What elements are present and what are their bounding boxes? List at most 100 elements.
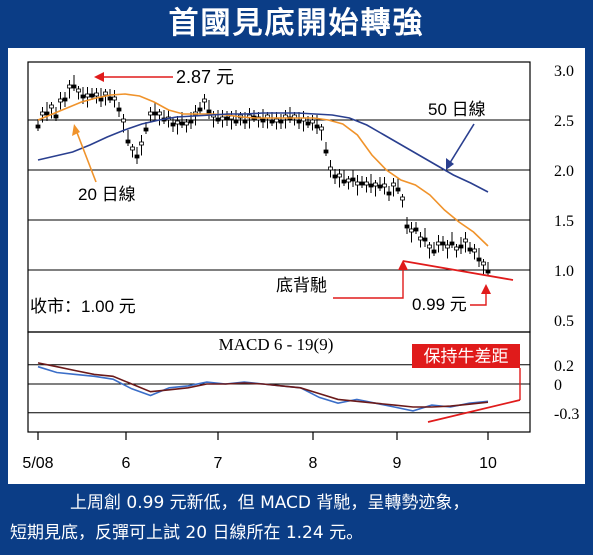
price-candle-body	[44, 111, 50, 116]
ma50-pointer	[447, 123, 475, 167]
price-candle-body	[224, 116, 230, 121]
price-candle-body	[364, 181, 369, 186]
price-candle-body	[395, 187, 401, 192]
ma20-label: 20 日線	[78, 185, 136, 204]
x-tick-label: 10	[479, 455, 497, 472]
price-panel: 3.0 2.5 2.0 1.5 1.0 0.5	[27, 61, 574, 333]
x-tick-label: 9	[393, 455, 402, 472]
price-y-tick-label: 3.0	[554, 63, 574, 80]
caption: 上周創 0.99 元新低，但 MACD 背馳，呈轉勢迹象， 短期見底，反彈可上試…	[10, 488, 585, 548]
low-price-label: 0.99 元	[412, 295, 467, 314]
price-candle-body	[94, 92, 99, 97]
price-candle-body	[422, 237, 428, 242]
divergence-label: 底背馳	[276, 276, 327, 295]
x-tick-label: 6	[122, 455, 131, 472]
price-candle-body	[346, 178, 351, 183]
price-candle-body	[355, 181, 360, 186]
high-price-label: 2.87 元	[176, 67, 234, 87]
price-candle-body	[139, 141, 144, 146]
macd-divergence-line	[427, 399, 521, 423]
price-candle-body	[278, 119, 284, 124]
price-candle-body	[274, 118, 279, 123]
price-candle-body	[233, 119, 239, 124]
macd-panel-border	[27, 331, 531, 433]
price-candle-body	[341, 179, 347, 184]
caption-line-2: 短期見底，反彈可上試 20 日線所在 1.24 元。	[10, 523, 364, 543]
price-candle-body	[71, 84, 77, 89]
price-candle-body	[319, 126, 324, 131]
price-candle-body	[53, 114, 59, 119]
price-candle-body	[377, 184, 383, 189]
price-candle-body	[85, 93, 90, 98]
price-candle-body	[202, 98, 207, 103]
price-candle-body	[62, 97, 68, 102]
price-candle-body	[49, 104, 54, 109]
price-candle-body	[58, 98, 63, 103]
ma20-line	[37, 93, 489, 247]
price-candle-body	[152, 111, 158, 116]
price-candle-body	[125, 139, 131, 144]
price-candle-body	[386, 191, 392, 196]
price-candle-body	[445, 244, 450, 249]
price-candle-body	[107, 96, 113, 101]
macd-y-tick-label: -0.3	[554, 406, 579, 423]
macd-divergence-badge	[412, 344, 520, 368]
price-candle-body	[76, 88, 81, 93]
ma50-line	[37, 112, 489, 193]
price-candle-body	[215, 117, 221, 122]
divergence-arrow-2-head	[481, 284, 491, 294]
price-candle-body	[260, 118, 266, 123]
price-candle-body	[103, 91, 108, 96]
ma20-pointer	[75, 129, 97, 183]
price-candle-body	[454, 246, 459, 251]
price-candle-body	[206, 109, 212, 114]
price-candle-body	[409, 228, 414, 233]
price-candle-body	[184, 121, 189, 126]
macd-y-tick-label: 0	[554, 377, 562, 394]
price-candle-body	[359, 181, 365, 186]
price-candle-body	[337, 173, 342, 178]
price-candle-body	[404, 224, 410, 229]
price-candle-body	[458, 244, 464, 249]
price-candle-body	[40, 111, 45, 116]
price-candle-body	[440, 241, 446, 246]
high-arrow-head	[94, 72, 104, 82]
page-title: 首國見底開始轉強	[168, 6, 425, 41]
price-candle-body	[148, 111, 153, 116]
price-candle-body	[350, 177, 356, 182]
price-candle-body	[436, 241, 441, 246]
price-candle-body	[485, 269, 491, 274]
ma20-pointer-head	[72, 124, 80, 136]
chart-area: 3.0 2.5 2.0 1.5 1.0 0.5 0.2 0 -0.3 MACD 6 - 19(9…	[8, 48, 585, 484]
divergence-arrow-1-head	[398, 260, 408, 270]
price-candle-body	[332, 174, 338, 179]
price-candle-body	[463, 238, 468, 243]
price-candle-body	[112, 96, 117, 101]
price-candle-body	[472, 248, 477, 253]
price-candle-body	[328, 166, 333, 171]
price-candle-body	[188, 119, 194, 124]
close-price-label: 收市：1.00 元	[30, 297, 136, 316]
price-candle-body	[391, 182, 396, 187]
price-candle-body	[121, 118, 126, 123]
macd-title: MACD 6 - 19(9)	[219, 335, 334, 354]
price-candle-body	[67, 84, 72, 89]
price-candle-body	[418, 236, 423, 241]
price-y-tick-label: 2.0	[554, 163, 574, 180]
price-candle-body	[179, 121, 185, 126]
signal-line	[37, 362, 489, 408]
x-tick-label: 7	[214, 455, 223, 472]
price-candle-body	[269, 119, 275, 124]
price-candle-body	[296, 119, 302, 124]
price-candle-body	[481, 261, 486, 266]
macd-line	[37, 365, 489, 412]
ma50-pointer-head	[446, 158, 454, 170]
price-y-tick-label: 0.5	[554, 313, 574, 330]
price-candle-body	[134, 154, 140, 159]
price-candle-body	[143, 127, 149, 132]
price-y-tick-label: 2.5	[554, 113, 574, 130]
price-candle-body	[310, 119, 315, 124]
price-candle-body	[242, 119, 248, 124]
price-candle-body	[368, 183, 374, 188]
